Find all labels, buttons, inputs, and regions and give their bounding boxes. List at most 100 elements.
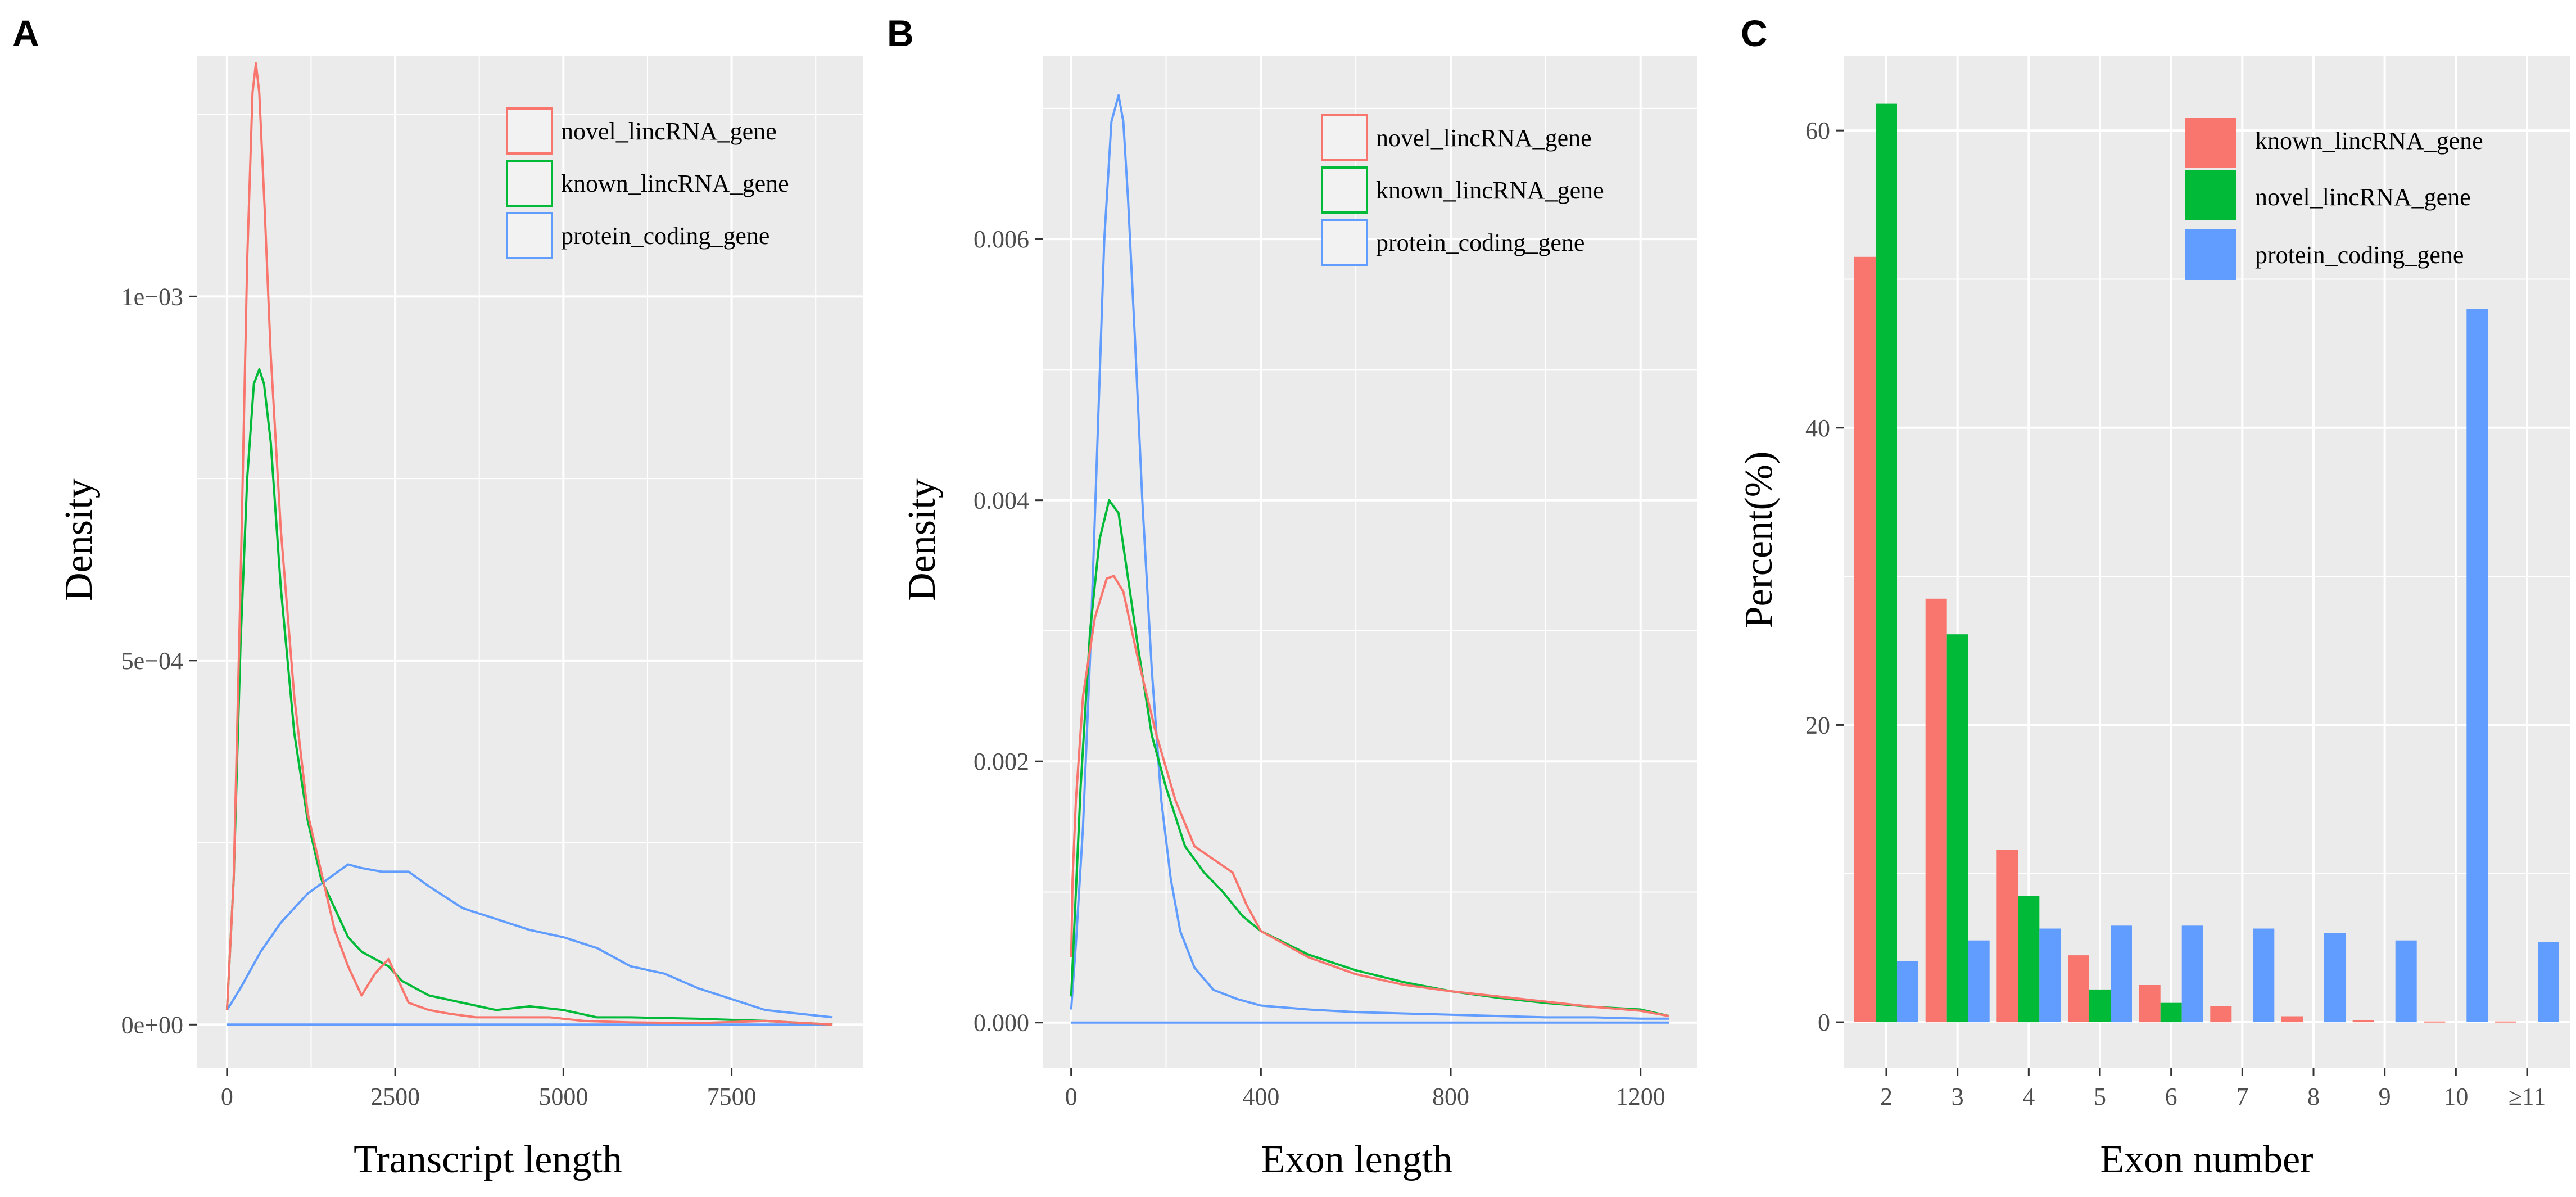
panel-a-legend-item-2: known_lincRNA_gene	[506, 160, 789, 207]
panel-a-chart: 0e+00 5e−04 1e−03 0 2500 5000 7500 Transcript…	[57, 56, 863, 1181]
panel-c-bar-known-lincRNA-gene-7	[2210, 1006, 2232, 1023]
panel-a-legend-label-novel: novel_lincRNA_gene	[561, 118, 777, 145]
panel-c-bar-protein-coding-gene-3	[1968, 940, 1990, 1023]
panel-b-legend-key-protein	[1321, 219, 1368, 266]
panel-c-bar-known-lincRNA-gene-9	[2352, 1020, 2374, 1023]
panel-b-y-tick-label: 0.004	[974, 487, 1029, 514]
panel-c-chart: 0 20 40 60 2 3 4 5 6 7 8 9 10 ≥11 Exon number Percen…	[1737, 56, 2570, 1181]
panel-b-legend-item-1: novel_lincRNA_gene	[1321, 114, 1592, 161]
panel-c-legend: known_lincRNA_gene novel_lincRNA_gene pr…	[2185, 118, 2483, 280]
panel-b-series-novel-lincRNA-gene	[1070, 575, 1669, 1018]
panel-letter-b: B	[887, 12, 914, 54]
panel-c-x-tick-label: 7	[2236, 1083, 2248, 1110]
panel-b-x-tick-label: 1200	[1616, 1083, 1665, 1110]
panel-c-bar-protein-coding-gene-6	[2181, 925, 2203, 1023]
panel-c-bar-protein-coding-gene-8	[2324, 933, 2346, 1023]
panel-letter-a: A	[12, 12, 39, 54]
panel-c-bar-known-lincRNA-gene-10	[2424, 1021, 2446, 1023]
panel-c-bar-known-lincRNA-gene-5	[2068, 955, 2089, 1022]
panel-a-x-tick-label: 5000	[538, 1083, 588, 1110]
panel-c-bar-known-lincRNA-gene-3	[1925, 598, 1947, 1023]
panel-b-y-tick-label: 0.000	[974, 1009, 1029, 1037]
panel-b-y-tick-label: 0.002	[974, 748, 1029, 775]
panel-a-y-axis-title: Density	[57, 478, 101, 601]
panel-c-bar-known-lincRNA-gene-6	[2139, 985, 2161, 1023]
panel-c-legend-key-novel	[2185, 170, 2236, 220]
panel-c-legend-label-known: known_lincRNA_gene	[2255, 127, 2483, 155]
panel-b-legend: novel_lincRNA_gene known_lincRNA_gene pr…	[1321, 114, 1604, 266]
panel-c-bar-novel-lincRNA-gene-5	[2089, 989, 2111, 1022]
panel-a-legend: novel_lincRNA_gene known_lincRNA_gene pr…	[506, 107, 789, 259]
panel-c-y-tick-label: 40	[1805, 414, 1830, 442]
panel-c-bar-novel-lincRNA-gene-3	[1946, 634, 1968, 1023]
panel-b-legend-label-novel: novel_lincRNA_gene	[1376, 124, 1592, 152]
panel-b-plot-background	[1043, 56, 1697, 1068]
panel-b-series-protein-coding-gene	[1070, 94, 1669, 1020]
panel-c-legend-item-2: novel_lincRNA_gene	[2185, 170, 2471, 220]
panel-a-x-tick-label: 7500	[707, 1083, 757, 1110]
panel-c-bar-novel-lincRNA-gene-4	[2018, 896, 2040, 1023]
panel-c-bar-known-lincRNA-gene-11	[2495, 1021, 2516, 1023]
panel-c-bar-protein-coding-gene-5	[2111, 925, 2132, 1023]
panel-a-y-tick-label: 5e−04	[121, 647, 183, 675]
panel-b-x-tick-label: 800	[1432, 1083, 1469, 1110]
panel-b-legend-item-3: protein_coding_gene	[1321, 219, 1584, 266]
panel-c-y-tick-label: 20	[1805, 711, 1830, 739]
panel-b-y-tick-label: 0.006	[974, 225, 1029, 253]
panel-a-series-known-lincRNA-gene	[225, 368, 833, 1026]
panel-c-x-tick-label: ≥11	[2509, 1083, 2546, 1110]
panel-c-legend-item-1: known_lincRNA_gene	[2185, 118, 2483, 168]
panel-b-x-axis-title: Exon length	[1261, 1138, 1452, 1181]
panel-a-legend-label-protein: protein_coding_gene	[561, 222, 769, 250]
panel-c-x-tick-label: 4	[2022, 1083, 2035, 1110]
panel-a-x-tick-label: 2500	[370, 1083, 420, 1110]
panel-b-chart: 0.000 0.002 0.004 0.006 0 400 800 1200 Exon le…	[900, 56, 1697, 1181]
panel-c-bar-protein-coding-gene-9	[2395, 940, 2417, 1023]
panel-c-legend-label-protein: protein_coding_gene	[2255, 241, 2464, 269]
panel-c-x-tick-label: 6	[2165, 1083, 2177, 1110]
panel-a-y-tick-label: 1e−03	[121, 283, 183, 310]
panel-a-x-tick-label: 0	[221, 1083, 233, 1110]
panel-c-bar-novel-lincRNA-gene-2	[1876, 103, 1897, 1023]
panel-c-bar-protein-coding-gene-11	[2538, 942, 2559, 1022]
panel-a-series-novel-lincRNA-gene	[225, 62, 833, 1026]
panel-a-legend-label-known: known_lincRNA_gene	[561, 170, 789, 197]
panel-c-y-tick-label: 0	[1818, 1009, 1830, 1036]
panel-c-y-axis-title: Percent(%)	[1737, 451, 1781, 629]
panel-c-bar-novel-lincRNA-gene-6	[2160, 1002, 2182, 1023]
panel-a-legend-item-3: protein_coding_gene	[506, 212, 769, 259]
panel-a-legend-item-1: novel_lincRNA_gene	[506, 107, 777, 155]
panel-a-y-tick-label: 0e+00	[121, 1011, 183, 1038]
panel-a-legend-key-novel	[506, 107, 553, 155]
panel-c-bar-known-lincRNA-gene-2	[1854, 256, 1876, 1022]
panel-c-x-tick-label: 10	[2443, 1083, 2468, 1110]
panel-b-x-tick-label: 400	[1242, 1083, 1279, 1110]
panel-c-bar-protein-coding-gene-4	[2039, 928, 2061, 1022]
panel-a-plot-background	[197, 56, 863, 1068]
panel-c-legend-item-3: protein_coding_gene	[2185, 229, 2464, 280]
panel-a-legend-key-protein	[506, 212, 553, 259]
panel-b-legend-label-protein: protein_coding_gene	[1376, 229, 1584, 256]
panel-c-legend-label-novel: novel_lincRNA_gene	[2255, 183, 2471, 211]
panel-b-legend-item-2: known_lincRNA_gene	[1321, 166, 1604, 214]
panel-b-x-tick-label: 0	[1065, 1083, 1078, 1110]
panel-c-bar-protein-coding-gene-7	[2253, 928, 2275, 1022]
panel-c-x-tick-label: 2	[1880, 1083, 1893, 1110]
panel-c-x-tick-label: 8	[2307, 1083, 2320, 1110]
panel-a-series-protein-coding-gene	[226, 863, 833, 1019]
panel-b-y-axis-title: Density	[900, 478, 944, 601]
panel-letter-c: C	[1741, 12, 1768, 54]
panel-c-x-axis-title: Exon number	[2100, 1138, 2313, 1181]
panel-b-legend-key-known	[1321, 166, 1368, 214]
panel-c-x-tick-label: 3	[1952, 1083, 1964, 1110]
panel-b-series-known-lincRNA-gene	[1070, 499, 1669, 1018]
panel-c-x-tick-label: 5	[2094, 1083, 2106, 1110]
panel-c-bar-protein-coding-gene-10	[2466, 309, 2488, 1022]
panel-c-x-tick-label: 9	[2379, 1083, 2391, 1110]
panel-a-legend-key-known	[506, 160, 553, 207]
panel-c-bar-known-lincRNA-gene-4	[1996, 850, 2018, 1023]
panel-c-legend-key-known	[2185, 118, 2236, 168]
panel-c-bar-protein-coding-gene-2	[1897, 961, 1918, 1023]
panel-a-x-axis-title: Transcript length	[354, 1138, 622, 1181]
